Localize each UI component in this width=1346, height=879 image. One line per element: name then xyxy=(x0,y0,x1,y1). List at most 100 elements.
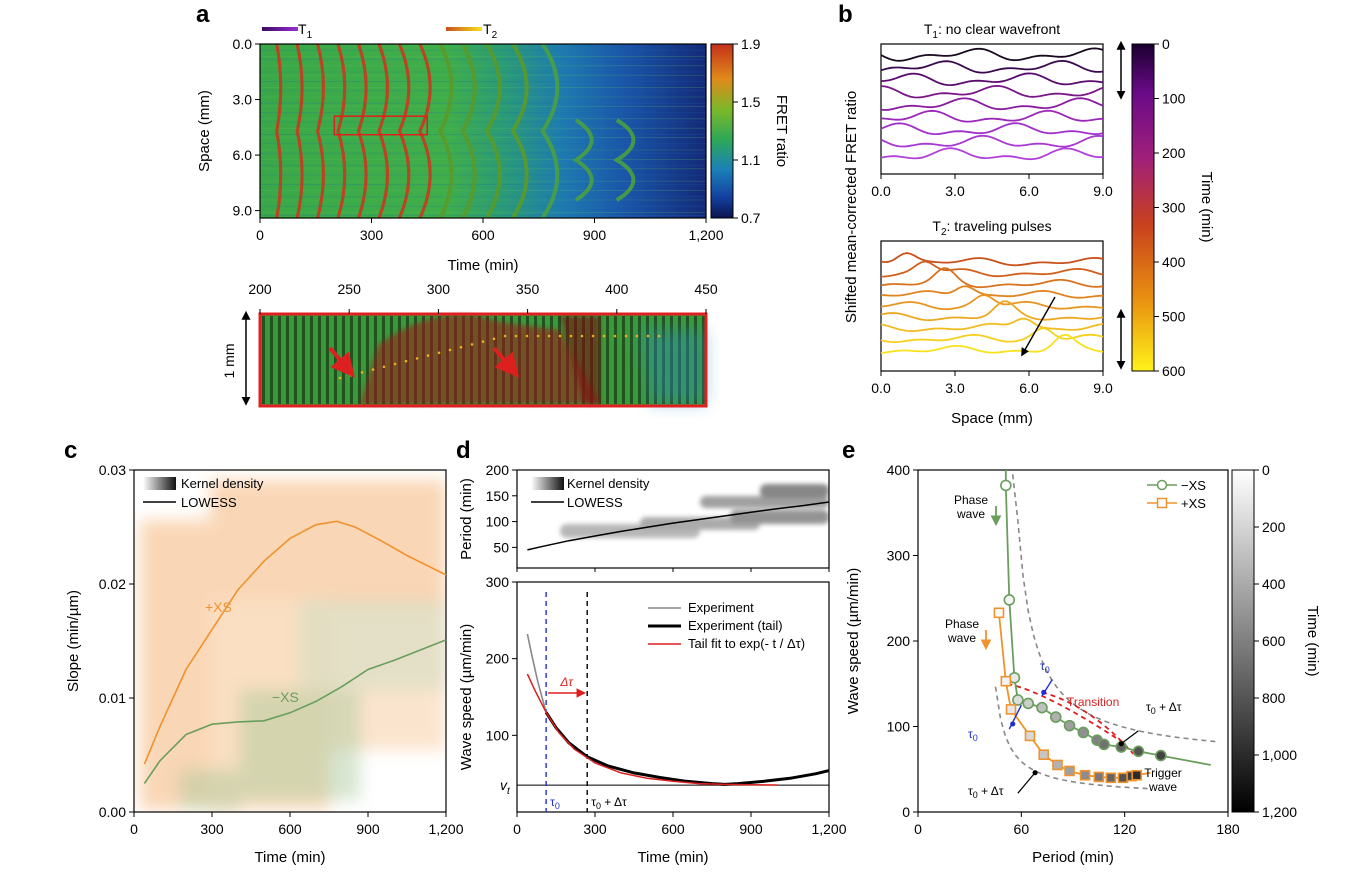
kymograph-wavefront xyxy=(460,44,477,218)
kymograph-stripes xyxy=(260,44,706,216)
zoom-inset-stripe xyxy=(286,316,289,404)
d-top-lowess-line xyxy=(527,501,830,551)
e-point-plus-xs xyxy=(1064,765,1075,777)
e-tau-dt-label-plus: τ0 + Δτ xyxy=(968,784,1004,800)
e-point-minus-xs xyxy=(1049,711,1062,723)
d-vt-symbol: v xyxy=(500,777,508,793)
zoom-inset-dot xyxy=(569,334,573,338)
panel-a-xtick-label: 300 xyxy=(360,227,384,243)
panel-a-axes: 0 300 600 900 1,200 0.0 3.0 6.0 9.0 xyxy=(233,36,724,243)
e-point-minus-xs xyxy=(1077,726,1090,739)
panel-b-bottom-traces xyxy=(880,252,1104,354)
b-xtick-label: 6.0 xyxy=(1019,183,1039,199)
d-series-experiment xyxy=(526,633,547,713)
e-point-minus-xs xyxy=(1022,697,1035,710)
zoom-inset-pulse xyxy=(360,314,600,405)
b-top-trace xyxy=(880,72,1104,87)
zoom-inset-dot xyxy=(503,334,507,338)
d-legend-tail: Experiment (tail) xyxy=(688,618,783,633)
e-xtick-label: 0 xyxy=(914,821,922,837)
c-ytick-label: 0.02 xyxy=(99,576,126,592)
e-point-minus-xs xyxy=(1003,594,1016,606)
zoom-inset-dot xyxy=(492,337,496,341)
legend-swatch-t1 xyxy=(262,27,298,31)
b-top-trace xyxy=(880,147,1104,161)
panel-d-xlabel: Time (min) xyxy=(637,849,708,866)
e-cbar-tick-label: 400 xyxy=(1262,576,1286,592)
zoom-inset-axes: 200 250 300 350 400 450 xyxy=(248,281,718,314)
panel-c-lowess-lines xyxy=(143,520,447,784)
e-point-minus-xs xyxy=(1155,749,1167,762)
label-plus-xs: +XS xyxy=(205,599,232,615)
b-bottom-trace xyxy=(880,333,1104,354)
panel-letter-a: a xyxy=(196,1,210,28)
zoom-inset-dot xyxy=(558,334,562,338)
c-ytick-label: 0.01 xyxy=(99,690,126,706)
e-transition-lower xyxy=(1007,682,1126,745)
e-taudt-dot-minus xyxy=(1118,741,1124,747)
c-xtick-label: 900 xyxy=(356,821,380,837)
zoom-inset-dot xyxy=(371,368,375,371)
d-tau0-dt-suffix: + Δτ xyxy=(601,795,627,809)
e-tau0-label-minus: τ0 xyxy=(1040,659,1050,675)
e-point-minus-xs xyxy=(1012,694,1024,706)
panel-c-ylabel: Slope (min/µm) xyxy=(65,590,82,692)
d-tau0-label: τ0 xyxy=(550,795,560,811)
e-envelope-lower xyxy=(994,686,1151,790)
panel-a-xtick-label: 900 xyxy=(583,227,607,243)
e-cbar-tick-label: 1,200 xyxy=(1262,804,1297,820)
e-point-plus-xs xyxy=(993,607,1005,619)
zoom-inset-dot xyxy=(393,362,397,366)
e-taudt-dot-plus xyxy=(1032,770,1038,776)
fret-colorbar-tick-label: 1.5 xyxy=(741,94,761,110)
e-taudt-pointer-plus xyxy=(1017,772,1036,794)
d-top-ytick-label: 50 xyxy=(493,539,509,555)
panel-c-axes: 0 300 600 900 1,200 0.00 0.01 0.02 0.03 xyxy=(99,462,464,837)
panel-d-kernel-density xyxy=(560,484,829,538)
d-series-experiment-tail xyxy=(544,711,830,786)
d-legend-kernel-density: Kernel density xyxy=(567,476,650,491)
zoom-inset-dot xyxy=(525,334,529,338)
e-time-colorbar xyxy=(1231,469,1255,813)
e-xtick-label: 120 xyxy=(1113,821,1137,837)
zoom-inset-stripe xyxy=(318,316,321,404)
d-bottom-xtick-label: 300 xyxy=(583,821,607,837)
panel-b: b T1: no clear wavefront 0.0 3.0 6.0 9.0 T2… xyxy=(838,1,1215,427)
zoom-inset-stripe xyxy=(302,316,305,404)
zoom-inset-dot xyxy=(580,334,584,338)
zoom-inset-stripe xyxy=(606,316,609,404)
zoom-inset-arrow xyxy=(328,346,356,378)
d-bottom-ytick-label: 300 xyxy=(486,574,510,590)
panel-c: c 0 300 600 900 1,200 0.00 0.01 0.02 0.03 Kernel… xyxy=(64,437,464,866)
d-bottom-xtick-label: 600 xyxy=(661,821,685,837)
e-point-plus-xs xyxy=(1052,759,1063,771)
e-point-minus-xs xyxy=(1000,479,1012,492)
zoom-inset-dot xyxy=(657,334,661,338)
panel-b-top-axes: 0.0 3.0 6.0 9.0 xyxy=(871,174,1113,199)
time-colorbar-label: Time (min) xyxy=(1198,171,1215,242)
d-bottom-ytick-label: 200 xyxy=(486,651,510,667)
e-xtick-label: 60 xyxy=(1014,821,1030,837)
b-cbar-tick-label: 600 xyxy=(1162,363,1186,379)
d-top-ytick-label: 100 xyxy=(486,514,510,530)
fret-colorbar xyxy=(710,43,734,219)
panel-letter-d: d xyxy=(456,437,471,464)
zoom-inset-stripe xyxy=(278,316,281,404)
kymograph-wavefront xyxy=(295,44,304,218)
zoom-inset-stripe xyxy=(294,316,297,404)
zoom-xtick-label: 350 xyxy=(516,281,540,297)
zoom-inset-arrows xyxy=(328,346,520,378)
b-top-trace xyxy=(880,109,1104,123)
panel-e-xlabel: Period (min) xyxy=(1032,849,1114,866)
b-bottom-trace xyxy=(880,317,1104,332)
d-bottom-xtick-label: 900 xyxy=(739,821,763,837)
e-point-plus-xs xyxy=(1024,730,1036,742)
zoom-inset-dot xyxy=(591,334,595,338)
e-legend-minus: −XS xyxy=(1181,478,1206,493)
d-series-tail-fit xyxy=(526,673,778,786)
c-xtick-label: 600 xyxy=(278,821,302,837)
zoom-inset-dot xyxy=(547,334,551,338)
zoom-inset-stripe xyxy=(270,316,273,404)
zoom-xtick-label: 200 xyxy=(248,281,272,297)
